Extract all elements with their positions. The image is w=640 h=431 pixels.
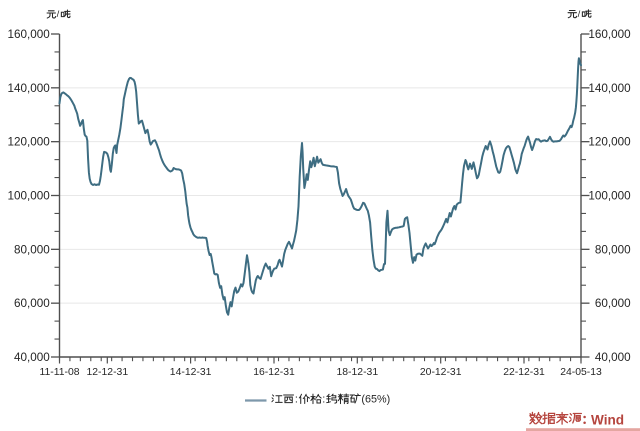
svg-text:(65%): (65%) [361,393,390,405]
svg-text:100,000: 100,000 [588,190,631,203]
svg-text:160,000: 160,000 [588,28,631,41]
svg-text:/: / [578,9,581,20]
svg-text:/: / [57,9,60,20]
svg-text:18-12-31: 18-12-31 [337,367,379,378]
svg-text:12-12-31: 12-12-31 [87,367,129,378]
svg-text:16-12-31: 16-12-31 [253,367,295,378]
svg-text:160,000: 160,000 [8,28,51,41]
svg-text:60,000: 60,000 [595,297,631,310]
svg-text:60,000: 60,000 [14,297,50,310]
svg-text:120,000: 120,000 [588,136,631,149]
svg-text:24-05-13: 24-05-13 [560,367,602,378]
svg-text:14-12-31: 14-12-31 [170,367,212,378]
svg-text:Wind: Wind [591,412,624,427]
svg-text:140,000: 140,000 [8,82,51,95]
svg-text::: : [322,393,325,405]
svg-text:120,000: 120,000 [8,136,51,149]
svg-text:40,000: 40,000 [14,351,50,364]
svg-text:11-11-08: 11-11-08 [39,367,79,378]
svg-text:140,000: 140,000 [588,82,631,95]
svg-text:20-12-31: 20-12-31 [420,367,462,378]
svg-text:22-12-31: 22-12-31 [503,367,545,378]
svg-text::: : [295,393,298,405]
svg-text:80,000: 80,000 [595,243,631,256]
svg-text:80,000: 80,000 [14,243,50,256]
svg-text:40,000: 40,000 [595,351,631,364]
svg-text:100,000: 100,000 [8,190,51,203]
